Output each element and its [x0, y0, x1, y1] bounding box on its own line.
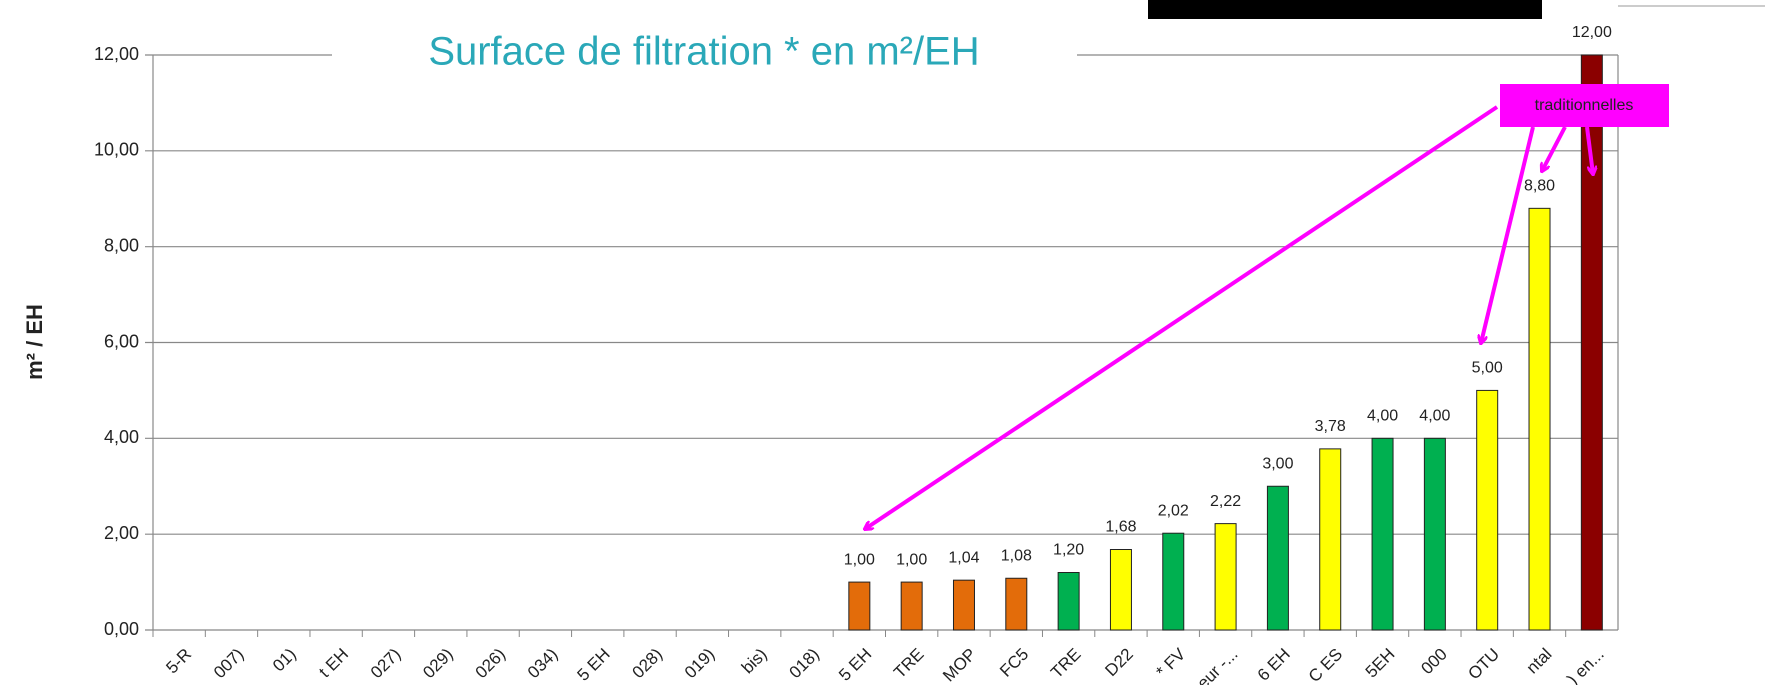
bar: [1266, 485, 1289, 631]
chart-title: Surface de filtration * en m²/EH: [428, 30, 979, 74]
y-tick-label: 10,00: [94, 140, 139, 160]
bar: [1528, 207, 1551, 631]
x-tick-label: 019): [681, 645, 718, 682]
bar: [952, 579, 975, 631]
bar: [848, 581, 871, 631]
x-tick-label: TRE: [890, 645, 927, 682]
value-label: 2,22: [1210, 493, 1241, 510]
x-tick-label: TRE: [1047, 645, 1084, 682]
bar: [900, 581, 923, 631]
bar: [1057, 572, 1080, 631]
x-tick-label: 034): [524, 645, 561, 682]
x-tick-label: 029): [419, 645, 456, 682]
title-background: [332, 28, 1077, 80]
x-tick-label: eur -...: [1193, 645, 1241, 685]
x-tick-label: FC5: [996, 645, 1032, 681]
y-axis-label: m² / EH: [22, 304, 47, 380]
bar: [1109, 549, 1132, 631]
value-label: 1,68: [1105, 519, 1136, 536]
value-label: 8,80: [1524, 178, 1555, 195]
x-tick-label: OTU: [1464, 645, 1503, 684]
bar: [1423, 437, 1446, 631]
x-tick-label: 5EH: [1362, 645, 1399, 682]
y-tick-label: 6,00: [104, 331, 139, 351]
bar: [1476, 389, 1499, 631]
x-tick-label: 028): [629, 645, 666, 682]
value-label: 1,20: [1053, 542, 1084, 559]
bar: [1319, 448, 1342, 631]
value-label: 1,00: [896, 551, 927, 568]
x-tick-label: 6 EH: [1254, 645, 1294, 685]
y-tick-label: 2,00: [104, 523, 139, 543]
x-tick-label: 000: [1417, 645, 1450, 678]
x-tick-label: ntal: [1523, 645, 1556, 678]
redaction-box: [1148, 0, 1542, 19]
x-tick-label: 018): [786, 645, 823, 682]
x-tick-label: 5-R: [162, 645, 195, 678]
x-tick-label: MOP: [939, 645, 980, 685]
bar: [1371, 437, 1394, 631]
annotation: traditionnelles: [1535, 97, 1634, 114]
value-label: 1,08: [1001, 547, 1032, 564]
bar: [1162, 532, 1185, 631]
x-tick-label: t EH: [315, 645, 352, 682]
value-label: 3,00: [1262, 455, 1293, 472]
y-tick-label: 8,00: [104, 235, 139, 255]
x-tick-label: 007): [210, 645, 247, 682]
value-label: 4,00: [1419, 408, 1450, 425]
x-tick-label: * FV: [1152, 644, 1189, 681]
annotation-box: [1500, 84, 1669, 127]
y-tick-label: 12,00: [94, 44, 139, 64]
x-tick-label: ) en...: [1564, 645, 1608, 685]
x-tick-label: 026): [472, 645, 509, 682]
y-tick-label: 4,00: [104, 427, 139, 447]
value-label: 3,78: [1315, 418, 1346, 435]
value-label: 5,00: [1472, 360, 1503, 377]
bar: [1214, 523, 1237, 631]
value-label: 1,00: [844, 551, 875, 568]
x-tick-label: 5 EH: [574, 645, 614, 685]
bar: [1580, 54, 1603, 631]
value-label: 4,00: [1367, 408, 1398, 425]
x-tick-label: C ES: [1305, 645, 1346, 685]
x-tick-label: 01): [269, 645, 300, 676]
y-tick-label: 0,00: [104, 619, 139, 639]
bar: [1005, 577, 1028, 631]
x-tick-label: 027): [367, 645, 404, 682]
value-label: 2,02: [1158, 502, 1189, 519]
value-label: 1,04: [948, 549, 979, 566]
x-tick-label: D22: [1101, 645, 1136, 680]
annotation-arrows: [865, 105, 1593, 529]
value-label: 12,00: [1572, 24, 1612, 41]
x-tick-label: 5 EH: [835, 645, 875, 685]
x-tick-label: bis): [738, 645, 771, 678]
